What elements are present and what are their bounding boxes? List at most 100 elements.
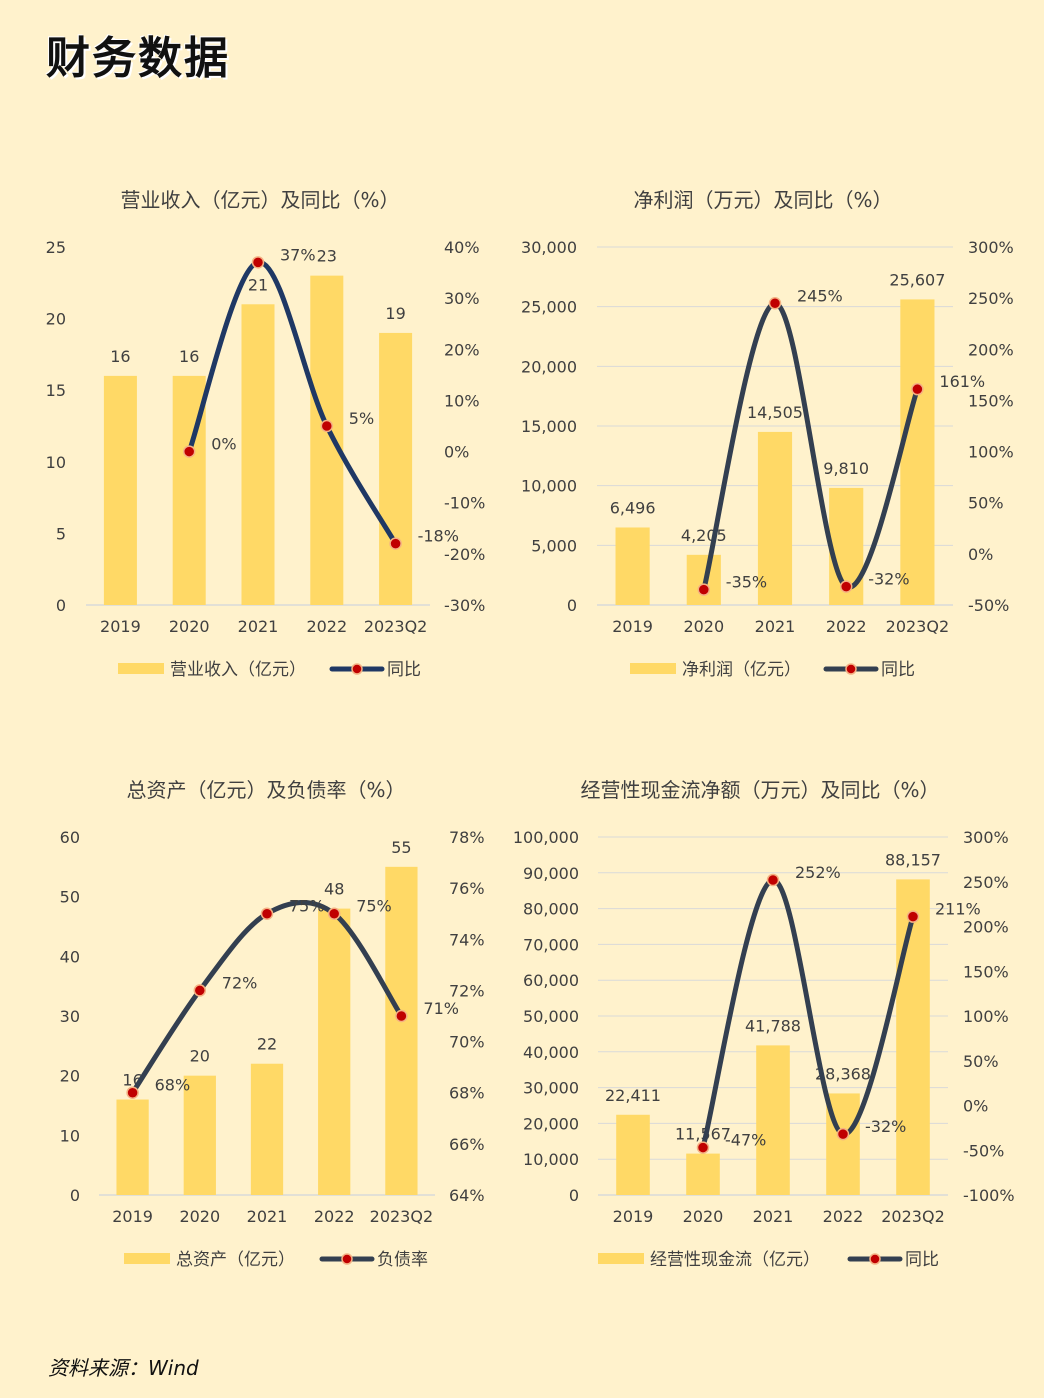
category-tick-label: 2020 <box>683 1207 724 1226</box>
category-tick-label: 2019 <box>613 1207 654 1226</box>
bar <box>183 1075 216 1195</box>
bar-data-label: 6,496 <box>610 498 656 517</box>
line-data-label: 75% <box>289 897 325 916</box>
line-data-label: -18% <box>418 527 459 546</box>
line-marker <box>697 583 711 596</box>
line-series <box>701 300 920 593</box>
bar-data-label: 16 <box>179 347 199 366</box>
line-data-label: 37% <box>280 245 316 264</box>
bar <box>757 431 793 605</box>
line-marker <box>696 1141 710 1154</box>
category-tick-label: 2022 <box>826 617 867 636</box>
bar-data-label: 21 <box>248 275 268 294</box>
category-tick-label: 2023Q2 <box>881 1207 945 1226</box>
left-axis-tick: 20 <box>46 310 66 329</box>
line-series <box>700 877 916 1151</box>
right-axis-tick: 200% <box>968 340 1014 359</box>
bar-data-label: 4,205 <box>681 526 727 545</box>
legend-bar-label: 净利润（亿元） <box>682 660 801 680</box>
bar <box>318 908 351 1195</box>
category-tick-label: 2020 <box>169 617 210 636</box>
category-tick-label: 2019 <box>112 1207 153 1226</box>
right-axis-tick: 50% <box>968 494 1004 513</box>
line-data-label: 0% <box>211 435 236 454</box>
right-axis-tick: 78% <box>449 828 485 847</box>
left-axis-tick: 100,000 <box>513 828 579 847</box>
bar <box>241 304 275 605</box>
chart-operating-cash-flow: 经营性现金流净额（万元）及同比（%） 0 10,000 20,000 30,000 40,… <box>513 778 1015 1270</box>
right-axis-tick: 150% <box>963 962 1009 981</box>
left-axis-tick: 40,000 <box>523 1043 579 1062</box>
line-marker <box>911 382 924 396</box>
line-marker <box>906 910 920 923</box>
legend-bar-swatch <box>630 663 676 674</box>
line-marker <box>251 256 265 269</box>
chart-title: 经营性现金流净额（万元）及同比（%） <box>580 778 939 802</box>
line-series <box>186 259 399 547</box>
bar-data-label: 19 <box>385 304 405 323</box>
right-axis-tick: 250% <box>963 873 1009 892</box>
left-axis-tick: 25,000 <box>521 298 577 317</box>
legend-line-marker <box>341 1253 353 1265</box>
line-data-label: 75% <box>356 897 392 916</box>
line-marker <box>395 1009 408 1023</box>
legend-line-label: 同比 <box>387 660 421 680</box>
legend-line-marker <box>869 1253 881 1265</box>
bar-data-label: 28,368 <box>815 1064 871 1083</box>
bar-data-label: 9,810 <box>823 459 869 478</box>
right-axis-tick: 40% <box>444 238 480 257</box>
right-axis-tick: 0% <box>968 545 993 564</box>
line-marker <box>768 297 782 310</box>
bar-data-label: 20 <box>190 1047 210 1066</box>
left-axis-tick: 10 <box>60 1126 80 1145</box>
right-axis-tick: 150% <box>968 391 1014 410</box>
legend-bar-swatch <box>118 663 164 674</box>
line-marker <box>836 1127 850 1141</box>
right-axis-tick: -10% <box>444 494 485 513</box>
legend-bar-label: 总资产（亿元） <box>176 1250 295 1270</box>
category-tick-label: 2020 <box>683 617 724 636</box>
left-axis-tick: 0 <box>70 1186 80 1205</box>
bar-data-label: 16 <box>110 347 130 366</box>
source-note: 资料来源：Wind <box>48 1356 199 1380</box>
bar <box>615 527 650 605</box>
legend-line-marker <box>351 663 363 675</box>
left-axis-tick: 50,000 <box>523 1007 579 1026</box>
bar <box>310 275 344 605</box>
category-tick-label: 2021 <box>247 1207 288 1226</box>
legend-bar-label: 经营性现金流（亿元） <box>650 1250 820 1270</box>
line-marker <box>389 537 402 550</box>
left-axis-tick: 60 <box>60 828 80 847</box>
bar-data-label: 88,157 <box>885 850 941 869</box>
line-marker <box>839 580 853 593</box>
right-axis-tick: 66% <box>449 1135 485 1154</box>
category-tick-label: 2021 <box>753 1207 794 1226</box>
right-axis-tick: -100% <box>963 1186 1015 1205</box>
right-axis-tick: 76% <box>449 879 485 898</box>
left-axis-tick: 10,000 <box>521 477 577 496</box>
category-tick-label: 2022 <box>314 1207 355 1226</box>
left-axis-tick: 90,000 <box>523 864 579 883</box>
category-tick-label: 2021 <box>755 617 796 636</box>
left-axis-tick: 0 <box>56 596 66 615</box>
right-axis-tick: 250% <box>968 289 1014 308</box>
category-tick-label: 2021 <box>238 617 279 636</box>
left-axis-tick: 10 <box>46 453 66 472</box>
chart-title: 净利润（万元）及同比（%） <box>633 188 892 212</box>
left-axis-tick: 0 <box>569 1186 579 1205</box>
right-axis-tick: 0% <box>444 443 469 462</box>
bar-data-label: 23 <box>317 247 337 266</box>
left-axis-tick: 30 <box>60 1007 80 1026</box>
left-axis-tick: 5,000 <box>531 536 577 555</box>
line-data-label: 5% <box>349 409 374 428</box>
left-axis-tick: 80,000 <box>523 900 579 919</box>
bar-data-label: 14,505 <box>747 403 803 422</box>
line-data-label: -35% <box>726 573 767 592</box>
left-axis-tick: 60,000 <box>523 971 579 990</box>
right-axis-tick: 200% <box>963 918 1009 937</box>
category-tick-label: 2019 <box>100 617 141 636</box>
line-data-label: -47% <box>725 1131 766 1150</box>
line-marker <box>260 907 274 920</box>
bar-data-label: 48 <box>324 880 344 899</box>
